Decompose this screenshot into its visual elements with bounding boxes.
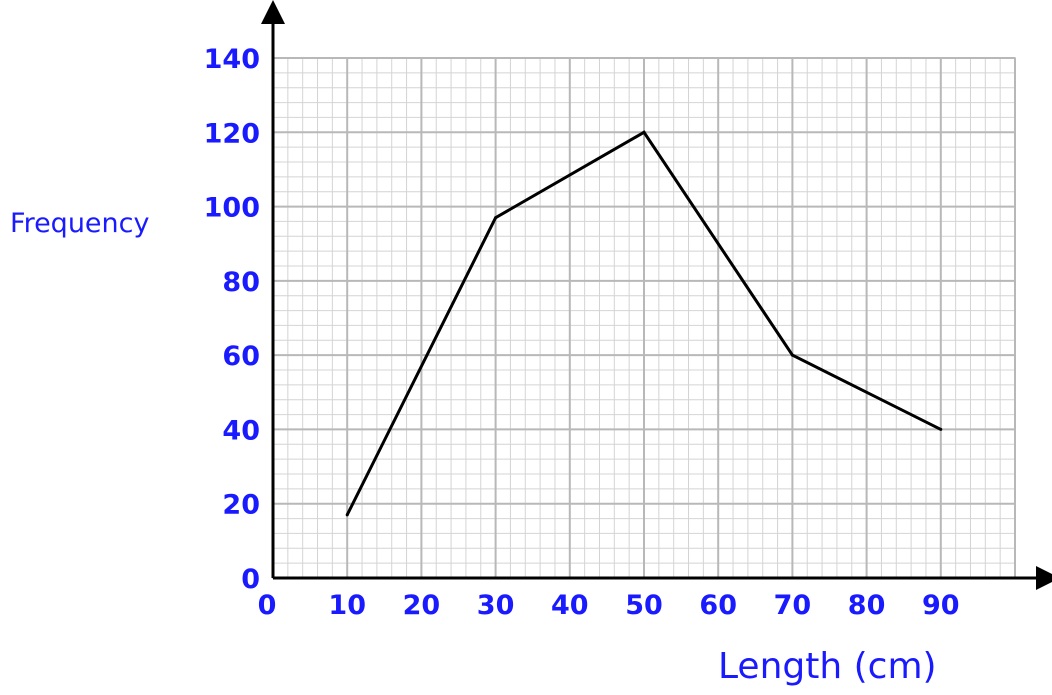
y-tick-label: 0 [241, 564, 260, 595]
major-gridlines [272, 57, 1016, 579]
y-tick-label: 140 [204, 44, 260, 75]
y-axis-label: Frequency [10, 208, 150, 239]
data-point [939, 427, 943, 431]
x-tick-label: 50 [625, 590, 663, 621]
x-tick-label: 30 [477, 590, 515, 621]
data-point [642, 130, 646, 134]
y-tick-label: 120 [204, 118, 260, 149]
x-tick-labels: 0 10 20 30 40 50 60 70 80 90 [258, 590, 960, 621]
y-tick-label: 80 [222, 267, 260, 298]
x-tick-label: 90 [922, 590, 960, 621]
x-tick-label: 20 [403, 590, 441, 621]
x-tick-label: 80 [848, 590, 886, 621]
x-axis-label: Length (cm) [718, 646, 937, 687]
minor-gridlines [273, 58, 1015, 578]
y-tick-labels: 0 20 40 60 80 100 120 140 [204, 44, 260, 595]
y-tick-label: 40 [222, 415, 260, 446]
y-tick-label: 20 [222, 490, 260, 521]
data-point [790, 353, 794, 357]
axes [261, 0, 1052, 590]
y-tick-label: 100 [204, 193, 260, 224]
x-tick-label: 10 [328, 590, 366, 621]
series-layer [345, 130, 943, 517]
x-tick-label: 70 [774, 590, 812, 621]
x-tick-label: 60 [699, 590, 737, 621]
data-point [494, 216, 498, 220]
y-tick-label: 60 [222, 341, 260, 372]
x-tick-label: 0 [258, 590, 277, 621]
data-point [345, 513, 349, 517]
x-tick-label: 40 [551, 590, 589, 621]
